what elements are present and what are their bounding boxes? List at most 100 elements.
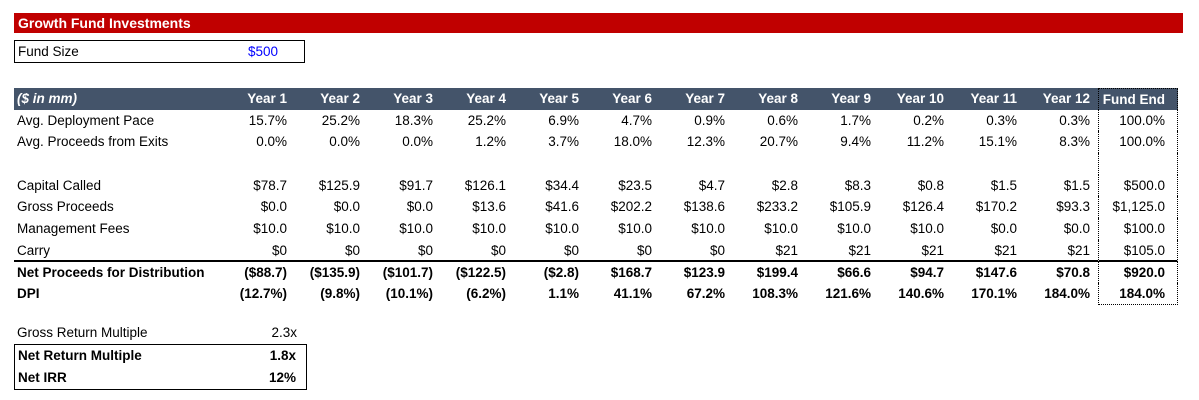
gross-return-multiple-value[interactable]: 2.3x [271, 325, 297, 340]
value-cell[interactable]: 184.0% [1098, 283, 1178, 305]
value-cell[interactable]: $233.2 [756, 199, 798, 215]
table-header-cell[interactable]: Year 4 [441, 88, 514, 110]
row-label[interactable]: Gross Proceeds [17, 199, 114, 215]
table-header-cell[interactable]: Year 6 [587, 88, 660, 110]
value-cell[interactable]: $10.0 [399, 221, 433, 237]
value-cell[interactable]: $100.0 [1098, 218, 1178, 240]
value-cell[interactable]: 100.0% [1098, 109, 1178, 132]
table-header-cell[interactable]: Year 5 [514, 88, 587, 110]
value-cell[interactable]: 3.7% [548, 134, 579, 150]
spacer-cell[interactable] [660, 153, 733, 175]
value-cell[interactable]: 8.3% [1059, 134, 1090, 150]
value-cell[interactable]: $126.1 [464, 177, 506, 193]
value-cell[interactable]: $0.0 [333, 199, 360, 215]
value-cell[interactable]: (12.7%) [239, 286, 287, 302]
value-cell[interactable]: 6.9% [548, 112, 579, 128]
table-header-cell[interactable]: Year 2 [295, 88, 368, 110]
value-cell[interactable]: ($101.7) [382, 264, 433, 280]
value-cell[interactable]: $0.0 [406, 199, 433, 215]
value-cell[interactable]: 0.2% [913, 112, 944, 128]
value-cell[interactable]: 0.6% [767, 112, 798, 128]
value-cell[interactable]: $199.4 [756, 264, 798, 280]
value-cell[interactable]: 4.7% [621, 112, 652, 128]
value-cell[interactable]: (6.2%) [466, 286, 506, 302]
value-cell[interactable]: $0 [295, 240, 368, 262]
value-cell[interactable]: 140.6% [898, 286, 944, 302]
value-cell[interactable]: 0.0% [402, 134, 433, 150]
value-cell[interactable]: ($135.9) [309, 264, 360, 280]
spacer-cell[interactable] [441, 153, 514, 175]
value-cell[interactable]: 18.0% [613, 134, 652, 150]
value-cell[interactable]: 1.1% [548, 286, 579, 302]
table-header-cell[interactable]: Year 12 [1025, 88, 1098, 110]
net-return-multiple-value[interactable]: 1.8x [269, 348, 296, 363]
spacer-cell[interactable] [1098, 153, 1178, 175]
value-cell[interactable]: 15.1% [978, 134, 1017, 150]
value-cell[interactable]: $0 [441, 240, 514, 262]
value-cell[interactable]: $66.6 [837, 264, 871, 280]
value-cell[interactable]: $91.7 [399, 177, 433, 193]
value-cell[interactable]: $0.0 [260, 199, 287, 215]
fund-size-input[interactable]: $500 [247, 44, 278, 59]
value-cell[interactable]: $0.0 [1063, 221, 1090, 237]
value-cell[interactable]: 100.0% [1098, 131, 1178, 154]
value-cell[interactable]: 9.4% [840, 134, 871, 150]
table-header-cell[interactable]: Year 1 [222, 88, 295, 110]
value-cell[interactable]: $10.0 [837, 221, 871, 237]
spacer-cell[interactable] [587, 153, 660, 175]
value-cell[interactable]: (9.8%) [320, 286, 360, 302]
value-cell[interactable]: $2.8 [771, 177, 798, 193]
value-cell[interactable]: 0.9% [694, 112, 725, 128]
value-cell[interactable]: $21 [952, 240, 1025, 262]
value-cell[interactable]: $10.0 [326, 221, 360, 237]
value-cell[interactable]: $21 [806, 240, 879, 262]
table-header-cell[interactable]: Fund End [1098, 88, 1178, 110]
row-label[interactable]: Management Fees [17, 221, 130, 237]
value-cell[interactable]: 25.2% [321, 112, 360, 128]
value-cell[interactable]: ($122.5) [455, 264, 506, 280]
value-cell[interactable]: 41.1% [613, 286, 652, 302]
net-irr-value[interactable]: 12% [268, 370, 296, 385]
value-cell[interactable]: ($88.7) [244, 264, 287, 280]
value-cell[interactable]: $21 [1025, 240, 1098, 262]
value-cell[interactable]: 0.0% [256, 134, 287, 150]
value-cell[interactable]: 184.0% [1044, 286, 1090, 302]
value-cell[interactable]: 20.7% [759, 134, 798, 150]
row-label[interactable]: Capital Called [17, 177, 102, 193]
value-cell[interactable]: $1,125.0 [1098, 196, 1178, 219]
value-cell[interactable]: $125.9 [318, 177, 360, 193]
value-cell[interactable]: 121.6% [825, 286, 871, 302]
value-cell[interactable]: $4.7 [698, 177, 725, 193]
value-cell[interactable]: $138.6 [683, 199, 725, 215]
spacer-row-label[interactable] [14, 153, 222, 175]
value-cell[interactable]: $123.9 [683, 264, 725, 280]
value-cell[interactable]: 170.1% [971, 286, 1017, 302]
spacer-cell[interactable] [806, 153, 879, 175]
value-cell[interactable]: $10.0 [691, 221, 725, 237]
value-cell[interactable]: $126.4 [902, 199, 944, 215]
table-header-cell[interactable]: Year 8 [733, 88, 806, 110]
value-cell[interactable]: 1.2% [475, 134, 506, 150]
spacer-cell[interactable] [952, 153, 1025, 175]
value-cell[interactable]: 18.3% [394, 112, 433, 128]
value-cell[interactable]: 67.2% [686, 286, 725, 302]
value-cell[interactable]: 0.0% [329, 134, 360, 150]
value-cell[interactable]: $21 [879, 240, 952, 262]
table-header-cell[interactable]: Year 9 [806, 88, 879, 110]
value-cell[interactable]: $70.8 [1056, 264, 1090, 280]
value-cell[interactable]: $94.7 [910, 264, 944, 280]
table-header-units-label[interactable]: ($ in mm) [14, 88, 222, 110]
value-cell[interactable]: $500.0 [1098, 174, 1178, 197]
value-cell[interactable]: 11.2% [906, 134, 944, 150]
table-header-cell[interactable]: Year 3 [368, 88, 441, 110]
row-label[interactable]: Avg. Deployment Pace [17, 112, 155, 128]
spacer-cell[interactable] [879, 153, 952, 175]
value-cell[interactable]: 12.3% [686, 134, 725, 150]
value-cell[interactable]: $105.9 [829, 199, 871, 215]
value-cell[interactable]: 0.3% [986, 112, 1017, 128]
value-cell[interactable]: $8.3 [844, 177, 871, 193]
table-header-cell[interactable]: Year 11 [952, 88, 1025, 110]
value-cell[interactable]: $0.0 [990, 221, 1017, 237]
table-header-cell[interactable]: Year 7 [660, 88, 733, 110]
spacer-cell[interactable] [514, 153, 587, 175]
